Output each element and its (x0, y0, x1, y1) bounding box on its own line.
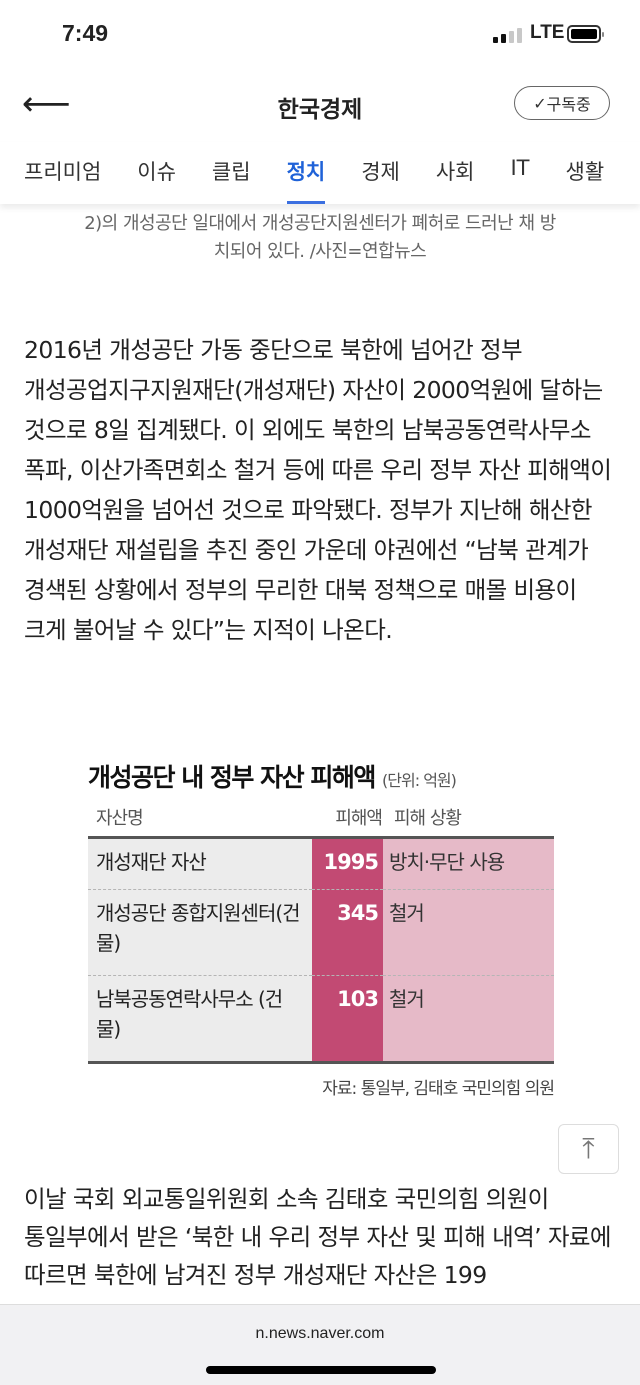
scroll-to-top-button[interactable]: ⤒ (558, 1124, 619, 1174)
caption-cut-line: 2)의 개성공단 일대에서 개성공단지원센터가 폐허로 드러난 채 방 (84, 213, 556, 234)
damage-table-figure: 개성공단 내 정부 자산 피해액 (단위: 억원) 자산명 피해액 피해 상황 … (88, 758, 555, 1099)
row-amount: 1995 (312, 839, 383, 889)
tab-premium[interactable]: 프리미엄 (24, 160, 102, 184)
row-status: 철거 (383, 975, 554, 1061)
browser-bottom-bar: n.news.naver.com (0, 1304, 640, 1385)
tab-politics[interactable]: 정치 (286, 142, 325, 204)
battery-icon (567, 25, 604, 43)
subscribe-label: 구독중 (546, 95, 591, 114)
figure-title: 개성공단 내 정부 자산 피해액 (단위: 억원) (88, 763, 457, 792)
row-name: 개성재단 자산 (88, 839, 312, 889)
tab-issue[interactable]: 이슈 (137, 160, 176, 184)
row-status: 방치·무단 사용 (383, 839, 554, 889)
photo-caption: 2)의 개성공단 일대에서 개성공단지원센터가 폐허로 드러난 채 방 치되어 … (20, 210, 620, 266)
tab-life[interactable]: 생활 (565, 160, 605, 184)
row-name: 남북공동연락사무소 (건물) (88, 975, 312, 1061)
clock: 7:49 (62, 20, 109, 46)
caption-line: 치되어 있다. /사진=연합뉴스 (213, 241, 427, 262)
check-icon: ✓ (533, 93, 547, 113)
figure-source: 자료: 통일부, 김태호 국민의힘 의원 (322, 1079, 555, 1099)
row-name: 개성공단 종합지원센터(건물) (88, 889, 312, 975)
table-header: 자산명 피해액 피해 상황 (88, 804, 554, 836)
signal-icon (493, 28, 522, 43)
subscribe-button[interactable]: ✓ 구독중 (514, 86, 610, 120)
figure-unit: (단위: 억원) (382, 771, 457, 790)
header: ⟵ 한국경제 ✓ 구독중 (0, 70, 640, 138)
header-name: 자산명 (96, 808, 144, 829)
tab-it[interactable]: IT (510, 156, 530, 180)
network-label: LTE (530, 22, 565, 43)
tab-clip[interactable]: 클립 (211, 160, 251, 184)
row-status: 철거 (383, 889, 554, 975)
row-amount: 345 (312, 889, 383, 975)
arrow-up-icon: ⤒ (582, 1132, 595, 1165)
header-status: 피해 상황 (394, 808, 462, 829)
row-amount: 103 (312, 975, 383, 1061)
status-bar: 7:49 LTE (0, 0, 640, 70)
header-amount: 피해액 (335, 808, 383, 829)
page-title: 한국경제 (277, 97, 363, 123)
arrow-left-icon[interactable]: ⟵ (22, 84, 71, 124)
tab-society[interactable]: 사회 (435, 160, 475, 184)
damage-table: 개성재단 자산 1995 방치·무단 사용 개성공단 종합지원센터(건물) 34… (88, 836, 554, 1064)
home-indicator[interactable] (206, 1366, 436, 1374)
category-tabs: 프리미엄 이슈 클립 정치 경제 사회 IT 생활 (0, 142, 640, 204)
article-paragraph: 2016년 개성공단 가동 중단으로 북한에 넘어간 정부 개성공업지구지원재단… (24, 336, 612, 644)
tab-economy[interactable]: 경제 (361, 160, 400, 184)
article-paragraph: 이날 국회 외교통일위원회 소속 김태호 국민의힘 의원이 통일부에서 받은 ‘… (24, 1185, 612, 1289)
url-bar[interactable]: n.news.naver.com (255, 1325, 385, 1342)
